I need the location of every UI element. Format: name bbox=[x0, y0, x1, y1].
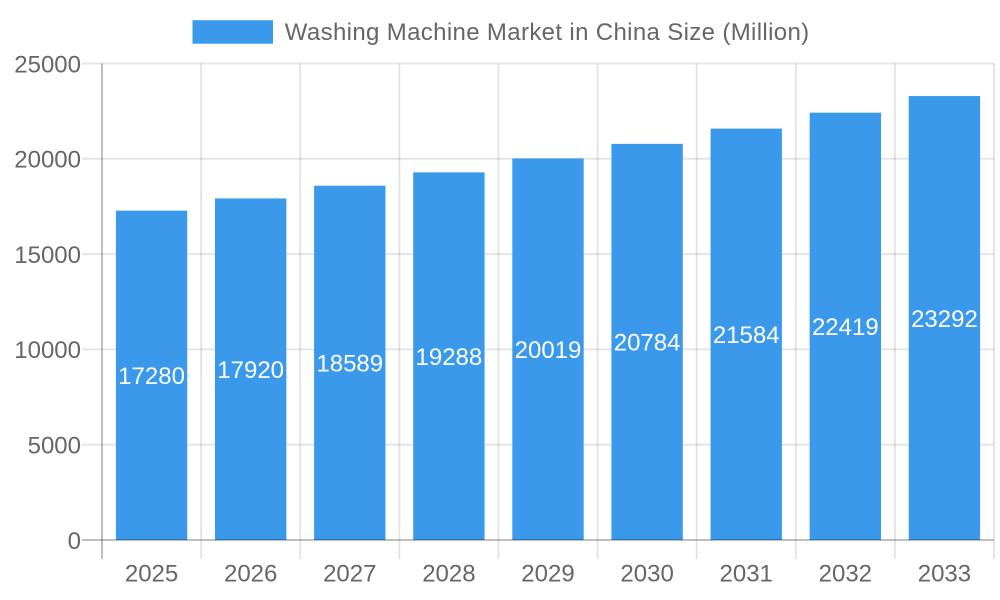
svg-text:5000: 5000 bbox=[28, 432, 81, 459]
svg-text:2033: 2033 bbox=[918, 561, 971, 588]
svg-text:Washing Machine Market in Chin: Washing Machine Market in China Size (Mi… bbox=[285, 19, 810, 46]
svg-text:2026: 2026 bbox=[224, 561, 277, 588]
svg-text:17280: 17280 bbox=[118, 363, 185, 390]
svg-text:0: 0 bbox=[68, 528, 81, 555]
svg-text:2029: 2029 bbox=[521, 561, 574, 588]
svg-text:2030: 2030 bbox=[620, 561, 673, 588]
svg-text:18589: 18589 bbox=[316, 351, 383, 378]
svg-text:17920: 17920 bbox=[217, 357, 284, 384]
svg-text:20000: 20000 bbox=[14, 147, 81, 174]
svg-text:15000: 15000 bbox=[14, 242, 81, 269]
svg-text:22419: 22419 bbox=[812, 314, 879, 341]
svg-text:20784: 20784 bbox=[614, 330, 681, 357]
svg-text:2032: 2032 bbox=[819, 561, 872, 588]
svg-text:2031: 2031 bbox=[720, 561, 773, 588]
svg-text:10000: 10000 bbox=[14, 337, 81, 364]
svg-text:2025: 2025 bbox=[125, 561, 178, 588]
svg-text:19288: 19288 bbox=[416, 344, 483, 371]
svg-text:2027: 2027 bbox=[323, 561, 376, 588]
svg-text:25000: 25000 bbox=[14, 51, 81, 78]
svg-text:23292: 23292 bbox=[911, 306, 978, 333]
svg-text:21584: 21584 bbox=[713, 322, 780, 349]
svg-text:20019: 20019 bbox=[515, 337, 582, 364]
svg-text:2028: 2028 bbox=[422, 561, 475, 588]
